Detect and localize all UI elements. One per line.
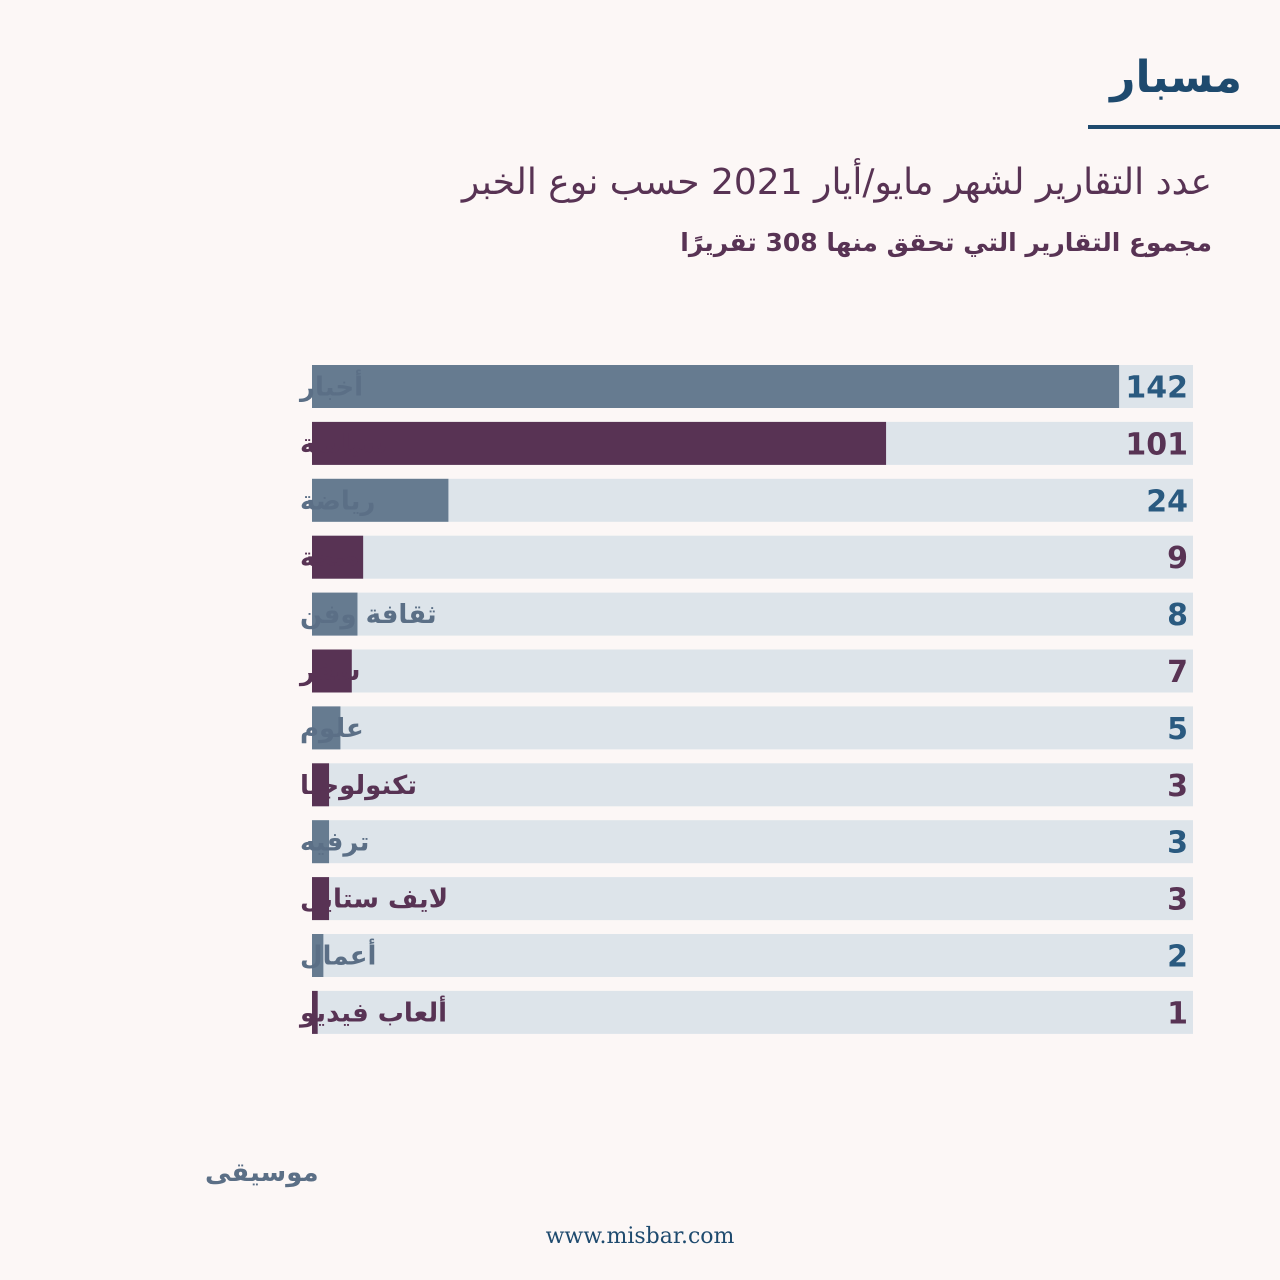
category-label: ثقافة وفن: [300, 600, 437, 630]
value-label: 5: [1167, 712, 1188, 747]
website-url[interactable]: www.misbar.com: [545, 1224, 735, 1249]
category-label: ترفيه: [300, 828, 369, 858]
bar: [312, 535, 364, 579]
bar: [312, 592, 358, 636]
bar: [312, 706, 341, 750]
bar-track: [312, 478, 1193, 522]
bar: [312, 877, 330, 921]
value-label: 24: [1146, 484, 1188, 519]
bar: [312, 421, 887, 465]
category-label: أخبار: [298, 370, 363, 403]
value-label: 2: [1167, 940, 1188, 975]
bar-track: [312, 934, 1193, 977]
bar-track: [312, 535, 1193, 579]
bar: [312, 820, 330, 864]
value-label: 8: [1167, 598, 1188, 633]
bar: [312, 365, 1120, 408]
value-label: 9: [1167, 541, 1188, 576]
category-label: أعمال: [300, 939, 376, 972]
chart-title: عدد التقارير لشهر مايو/أيار 2021 حسب نوع…: [461, 162, 1212, 203]
value-label: 3: [1167, 883, 1188, 918]
category-label: لايف ستايل: [300, 885, 448, 915]
value-label: 7: [1167, 655, 1188, 690]
bar: [312, 990, 318, 1034]
bar: [312, 934, 324, 977]
category-label: رياضة: [300, 486, 375, 516]
bar: [312, 763, 330, 807]
bar-track: [312, 706, 1193, 750]
category-label: سفر: [298, 657, 360, 687]
orphan-category-label: موسيقى: [205, 1158, 319, 1188]
bar-track: [312, 649, 1193, 693]
bar-track: [312, 763, 1193, 807]
value-label: 3: [1167, 769, 1188, 804]
category-label: ألعاب فيديو: [298, 995, 447, 1028]
bar: [312, 649, 352, 693]
misbar-logo: مسبار: [1110, 52, 1242, 103]
bar-track: [312, 877, 1193, 921]
category-label: علوم: [300, 714, 364, 744]
value-label: 101: [1125, 427, 1188, 462]
value-label: 3: [1167, 826, 1188, 861]
chart-subtitle: مجموع التقارير التي تحقق منها 308 تقريرً…: [680, 228, 1212, 257]
bar-track: [312, 592, 1193, 636]
logo-underline: [1088, 125, 1280, 129]
bar-track: [312, 820, 1193, 864]
category-label: سياسة: [300, 429, 387, 459]
value-label: 142: [1125, 371, 1188, 406]
value-label: 1: [1167, 996, 1188, 1031]
category-label: تكنولوجيا: [300, 771, 417, 801]
bar: [312, 478, 449, 522]
bar-track: [312, 990, 1193, 1034]
category-label: صحة: [300, 543, 360, 573]
bar-chart: أخبار 142 سياسة 101 رياضة 24 صحة 9 ثقافة وفن 8 سفر…: [298, 365, 1193, 1034]
